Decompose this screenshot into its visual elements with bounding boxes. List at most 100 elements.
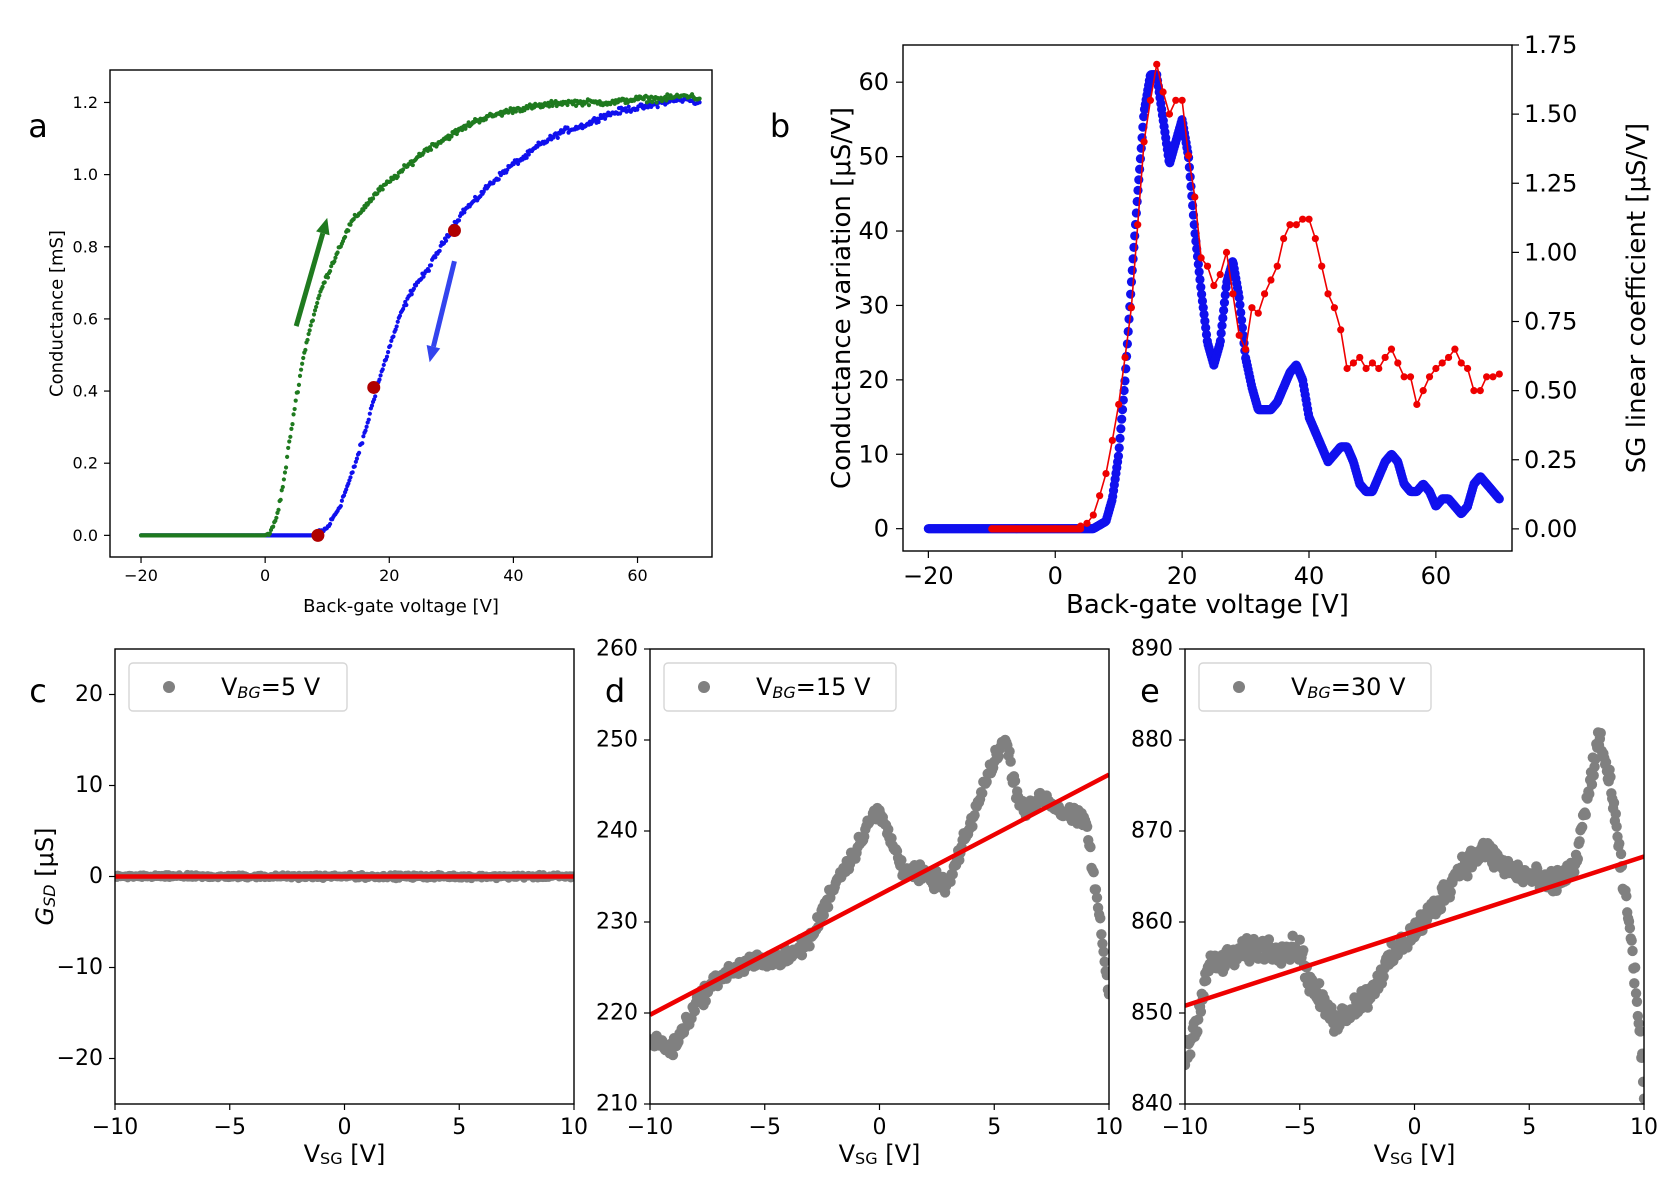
panel-b-variation-point (1201, 329, 1212, 340)
panel-b-xtick-label: 0 (1048, 562, 1063, 590)
panel-b-variation-point (1201, 323, 1211, 333)
panel-a-blue-point (341, 493, 347, 498)
panel-b-coefficient-point (1337, 326, 1345, 334)
panel-d-data-point (1097, 938, 1108, 949)
panel-a-green-point (276, 507, 281, 512)
panel-c-ytick-label: −10 (57, 955, 103, 980)
panel-b-frame (902, 44, 1513, 552)
panel-b-variation-point (1185, 172, 1195, 182)
panel-e-data-point (1626, 935, 1637, 946)
panel-b-coefficient-point (1375, 364, 1383, 373)
panel-a-green-point (293, 398, 298, 403)
panel-c-xlabel-unit: [V] (343, 1140, 386, 1168)
panel-a-ytick-label: 0.6 (73, 309, 98, 328)
panel-a-green-point (428, 147, 434, 152)
panel-b-coefficient-point (1280, 234, 1288, 243)
panel-d-xtick-label: −10 (627, 1115, 673, 1140)
panel-a-blue-point (409, 292, 414, 297)
panel-b-coefficient-point (1210, 281, 1218, 290)
panel-a-green-point (565, 102, 570, 108)
panel-b-coefficient-point (1305, 215, 1313, 223)
panel-d-ytick-label: 210 (596, 1092, 638, 1117)
panel-a-blue-point (635, 107, 640, 112)
panel-b-ytick-label-right: 1.25 (1524, 169, 1577, 197)
panel-c-legend-sub: BG (237, 683, 260, 702)
panel-e-data-point (1637, 1048, 1644, 1059)
panel-a-frame (109, 69, 713, 558)
panel-c-xtick-label: 0 (338, 1115, 352, 1140)
panel-b-ytick-label: 40 (858, 217, 889, 245)
panel-a-arrow-head (316, 217, 330, 236)
panel-c-ylabel-main: G (31, 907, 59, 926)
panel-a-green-point (290, 421, 295, 427)
panel-a-blue-point (339, 498, 344, 503)
panel-e-data-point (1586, 779, 1598, 790)
panel-a-green-point (274, 515, 279, 520)
panel-d-data-point (1099, 956, 1109, 967)
panel-a-ytick-label: 0.0 (73, 526, 98, 545)
panel-a-highlight-point (311, 528, 325, 542)
panel-a-blue-point (385, 349, 391, 355)
panel-a-green-point (332, 259, 337, 264)
panel-a-blue-point (354, 456, 360, 461)
panel-d-legend-main: V (756, 673, 773, 701)
panel-b-coefficient-point (1425, 373, 1434, 381)
panel-c-ytick-label: −20 (57, 1046, 103, 1071)
panel-b-coefficient-point (1463, 364, 1472, 373)
panel-d-data-point (667, 1049, 679, 1061)
panel-d-data-point (804, 941, 815, 952)
panel-c-xtick-label: −10 (92, 1115, 138, 1140)
panel-a-blue-point (384, 354, 390, 359)
panel-e-ytick-label: 890 (1131, 637, 1173, 662)
panel-b-variation-point (1220, 290, 1230, 300)
panel-e-data-point (1193, 1014, 1204, 1025)
panel-b-variation-point (1117, 414, 1127, 424)
panel-b-variation-point (1237, 323, 1247, 333)
panel-a-blue-point (361, 434, 366, 439)
panel-a-green-point (322, 280, 327, 285)
panel-a-blue-point (443, 238, 449, 243)
panel-a-green-point (343, 234, 348, 240)
panel-a-green-point (395, 174, 400, 179)
panel-d-legend-value: =15 V (796, 673, 871, 701)
panel-a-blue-point (505, 167, 510, 172)
panel-b-coefficient-point (1089, 511, 1097, 519)
panel-a-blue-point (655, 105, 660, 110)
panel-b-coefficient-point (1394, 359, 1402, 367)
panel-b-coefficient-point (1318, 262, 1326, 270)
panel-c-xtick-label: 10 (560, 1115, 588, 1140)
panel-e-data-point (1590, 753, 1601, 765)
panel-a-green-point (285, 454, 290, 459)
panel-b-variation-point (1194, 267, 1204, 277)
panel-e-xlabel: VSG [V] (1374, 1140, 1456, 1168)
panel-c-legend-value: =5 V (261, 673, 321, 701)
panel-c-ytick-label: 20 (75, 682, 103, 707)
panel-a-green-point (291, 412, 296, 417)
panel-d-data-point (818, 910, 829, 921)
panel-a-blue-point (404, 302, 409, 308)
panel-b-coefficient-point (1311, 234, 1319, 243)
panel-e-xlabel-main: V (1374, 1140, 1391, 1168)
panel-a-xtick-label: 40 (503, 566, 523, 585)
panel-b-variation-point (1193, 259, 1203, 269)
panel-b-variation-point (1139, 112, 1149, 122)
panel-b-coefficient-point (1381, 353, 1389, 362)
panel-d-ytick-label: 220 (596, 1001, 638, 1026)
panel-b-coefficient-point (1191, 193, 1199, 201)
panel-a-blue-point (401, 306, 406, 312)
panel-d-ytick-label: 260 (596, 637, 638, 662)
panel-b-variation-point (1235, 300, 1245, 310)
panel-a-green-point (346, 228, 351, 233)
panel-a-blue-point (426, 268, 432, 273)
panel-a-green-point (463, 126, 468, 131)
panel-c-xtick-label: −5 (214, 1115, 246, 1140)
panel-b-variation-point (1200, 316, 1210, 326)
panel-c-legend-main: V (221, 673, 238, 701)
panel-a-green-point (650, 99, 655, 105)
panel-c-legend (128, 662, 348, 712)
panel-b-coefficient-point (1400, 373, 1408, 381)
panel-b-coefficient-point (1165, 110, 1174, 118)
panel-a-blue-point (428, 263, 434, 268)
panel-b-variation-point (1116, 424, 1126, 434)
